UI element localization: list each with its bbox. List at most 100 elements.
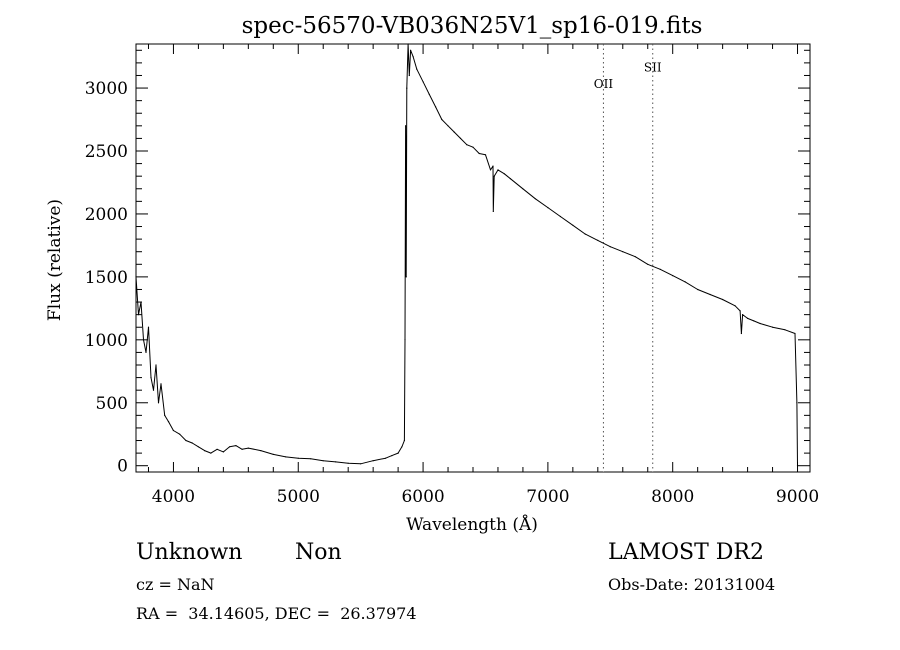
data-point: [391, 455, 393, 457]
data-point: [684, 281, 686, 283]
data-point: [740, 332, 743, 335]
data-point: [210, 452, 212, 454]
data-point: [247, 447, 249, 449]
data-point: [441, 118, 443, 121]
data-point: [216, 448, 218, 450]
data-point: [559, 215, 562, 218]
data-point: [672, 275, 674, 277]
data-point: [522, 188, 524, 190]
data-point: [484, 154, 487, 156]
y-tick-label: 0: [117, 457, 128, 477]
data-point: [794, 332, 796, 335]
data-point: [622, 251, 624, 253]
data-point: [509, 178, 511, 180]
data-point: [272, 453, 274, 455]
series-group: [135, 43, 799, 467]
data-point: [659, 268, 661, 270]
data-point: [142, 339, 145, 341]
data-point: [157, 402, 160, 404]
y-tick-label: 1500: [85, 268, 128, 288]
data-point: [772, 326, 774, 328]
data-point: [422, 81, 424, 83]
data-point: [408, 74, 410, 77]
annotation-label: SII: [644, 61, 662, 75]
data-point: [403, 439, 405, 442]
spectrum-line-0: [135, 43, 798, 466]
data-point: [285, 456, 287, 458]
data-point: [435, 106, 437, 108]
data-point: [140, 301, 142, 303]
data-point: [164, 414, 166, 416]
data-point: [453, 131, 455, 133]
data-point: [584, 233, 586, 235]
radec-text: RA = 34.14605, DEC = 26.37974: [136, 604, 417, 623]
data-point: [478, 152, 480, 155]
data-point: [753, 320, 755, 322]
data-point: [416, 68, 418, 70]
data-point: [796, 402, 798, 404]
data-point: [597, 239, 599, 241]
x-tick-label: 6000: [401, 487, 444, 507]
x-tick-label: 5000: [277, 487, 320, 507]
data-point: [222, 451, 224, 453]
annotation-lines: OII SII: [594, 44, 662, 472]
data-point: [372, 460, 374, 462]
data-point: [742, 314, 744, 316]
annotation-label: OII: [594, 77, 614, 91]
data-point: [145, 351, 147, 353]
data-point: [191, 442, 193, 444]
subclass-label: Non: [295, 540, 342, 565]
data-point: [322, 460, 324, 462]
y-tick-label: 1000: [85, 331, 128, 351]
data-point: [722, 298, 724, 301]
x-tick-label: 7000: [526, 487, 569, 507]
data-point: [241, 448, 243, 450]
plot-frame: [135, 43, 811, 473]
data-point: [466, 144, 468, 146]
y-tick-label: 500: [96, 394, 128, 414]
data-point: [160, 383, 162, 385]
data-point: [152, 389, 155, 391]
data-point: [747, 317, 749, 319]
data-point: [428, 93, 430, 95]
data-point: [185, 439, 187, 442]
data-point: [150, 377, 152, 379]
data-point: [459, 137, 462, 139]
cz-text: cz = NaN: [136, 575, 215, 594]
data-point: [547, 207, 549, 209]
x-tick-label: 8000: [651, 487, 694, 507]
data-point: [489, 169, 492, 171]
data-point: [406, 87, 408, 89]
data-point: [572, 224, 574, 226]
data-point: [472, 146, 474, 148]
data-point: [405, 276, 407, 278]
data-point: [310, 458, 312, 460]
class-label: Unknown: [136, 540, 243, 565]
data-point: [534, 198, 537, 200]
survey-label: LAMOST DR2: [608, 540, 764, 565]
data-point: [697, 288, 699, 291]
x-tick-label: 4000: [152, 487, 195, 507]
chart-title: spec-56570-VB036N25V1_sp16-019.fits: [242, 13, 703, 39]
data-point: [407, 43, 409, 45]
data-point: [739, 310, 741, 312]
data-point: [135, 276, 137, 278]
data-point: [492, 165, 494, 167]
data-point: [497, 169, 499, 171]
data-point: [235, 445, 237, 447]
data-point: [609, 246, 611, 248]
data-point: [405, 125, 407, 127]
data-point: [172, 429, 174, 432]
obs-date: Obs-Date: 20131004: [608, 575, 776, 594]
data-point: [385, 457, 387, 459]
axis-ticks: 4000 5000 6000 7000 8000 9000 0 500 1000 1500 2000…: [85, 44, 819, 507]
data-point: [447, 125, 449, 127]
data-point: [784, 329, 786, 331]
data-point: [634, 256, 636, 258]
data-point: [204, 450, 206, 452]
data-point: [401, 446, 403, 448]
data-point: [347, 462, 349, 464]
data-point: [197, 446, 199, 448]
data-point: [229, 446, 231, 448]
